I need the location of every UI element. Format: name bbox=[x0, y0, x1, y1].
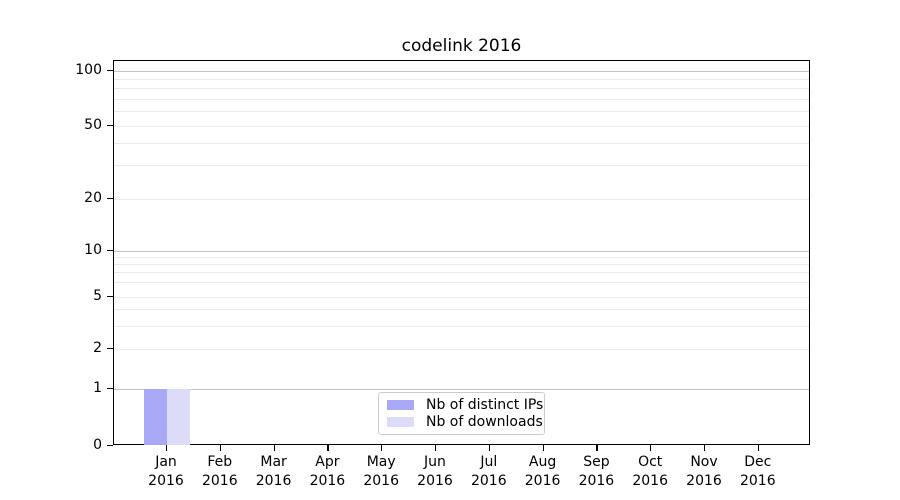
y-tick-label-10: 10 bbox=[84, 242, 102, 258]
x-tick-mark-jun bbox=[435, 445, 437, 451]
y-tick-mark-1 bbox=[107, 388, 113, 390]
y-tick-label-50: 50 bbox=[84, 117, 102, 133]
x-tick-mark-aug bbox=[542, 445, 544, 451]
gridline-minor-y-7 bbox=[114, 272, 809, 273]
y-tick-mark-100 bbox=[107, 70, 113, 72]
x-tick-label-dec: Dec 2016 bbox=[739, 454, 776, 489]
x-tick-label-jul: Jul 2016 bbox=[470, 454, 507, 489]
gridline-minor-y-4 bbox=[114, 309, 809, 310]
x-tick-label-oct: Oct 2016 bbox=[632, 454, 669, 489]
legend: Nb of distinct IPs Nb of downloads bbox=[378, 392, 545, 435]
y-tick-label-20: 20 bbox=[84, 190, 102, 206]
gridline-minor-y-60 bbox=[114, 111, 809, 112]
gridline-y-10 bbox=[114, 251, 809, 252]
gridline-minor-y-80 bbox=[114, 88, 809, 89]
x-tick-mark-oct bbox=[650, 445, 652, 451]
gridline-y-100 bbox=[114, 71, 809, 72]
y-tick-mark-20 bbox=[107, 198, 113, 200]
gridline-y-20 bbox=[114, 199, 809, 200]
y-tick-label-5: 5 bbox=[93, 288, 102, 304]
y-tick-mark-50 bbox=[107, 125, 113, 127]
y-tick-label-100: 100 bbox=[75, 62, 102, 78]
y-tick-label-1: 1 bbox=[93, 380, 102, 396]
x-tick-mark-apr bbox=[327, 445, 329, 451]
gridline-y-5 bbox=[114, 297, 809, 298]
plot-area bbox=[113, 60, 810, 445]
legend-label-downloads: Nb of downloads bbox=[426, 414, 543, 431]
gridline-y-2 bbox=[114, 349, 809, 350]
legend-swatch-downloads bbox=[387, 417, 414, 428]
y-tick-mark-0 bbox=[107, 445, 113, 447]
gridline-minor-y-70 bbox=[114, 99, 809, 100]
x-tick-mark-jan bbox=[166, 445, 168, 451]
x-tick-mark-jul bbox=[488, 445, 490, 451]
x-tick-mark-sep bbox=[596, 445, 598, 451]
x-tick-label-sep: Sep 2016 bbox=[578, 454, 615, 489]
y-tick-mark-5 bbox=[107, 296, 113, 298]
x-tick-mark-nov bbox=[704, 445, 706, 451]
legend-swatch-distinct-ips bbox=[387, 399, 414, 410]
x-tick-label-nov: Nov 2016 bbox=[686, 454, 722, 489]
x-tick-label-jun: Jun 2016 bbox=[417, 454, 453, 489]
bar-downloads-jan-2016 bbox=[167, 389, 190, 445]
y-tick-label-2: 2 bbox=[93, 340, 102, 356]
gridline-minor-y-9 bbox=[114, 257, 809, 258]
legend-item-distinct-ips: Nb of distinct IPs bbox=[387, 397, 543, 413]
x-tick-mark-feb bbox=[219, 445, 221, 451]
gridline-y-50 bbox=[114, 126, 809, 127]
gridline-minor-y-6 bbox=[114, 282, 809, 283]
y-tick-label-0: 0 bbox=[93, 437, 102, 453]
x-tick-label-mar: Mar 2016 bbox=[255, 454, 292, 489]
x-tick-label-may: May 2016 bbox=[363, 454, 400, 489]
gridline-minor-y-90 bbox=[114, 79, 809, 80]
legend-label-distinct-ips: Nb of distinct IPs bbox=[426, 396, 544, 413]
gridline-minor-y-8 bbox=[114, 264, 809, 265]
x-tick-label-feb: Feb 2016 bbox=[201, 454, 238, 489]
y-tick-mark-2 bbox=[107, 348, 113, 350]
gridline-minor-y-30 bbox=[114, 165, 809, 166]
gridline-y-1 bbox=[114, 389, 809, 390]
x-tick-mark-dec bbox=[757, 445, 759, 451]
bar-distinct-ips-jan-2016 bbox=[144, 389, 167, 445]
legend-item-downloads: Nb of downloads bbox=[387, 414, 543, 430]
chart-title: codelink 2016 bbox=[401, 36, 522, 56]
y-tick-mark-10 bbox=[107, 250, 113, 252]
x-tick-label-jan: Jan 2016 bbox=[148, 454, 184, 489]
x-tick-label-apr: Apr 2016 bbox=[309, 454, 346, 489]
gridline-minor-y-3 bbox=[114, 326, 809, 327]
gridline-minor-y-40 bbox=[114, 143, 809, 144]
x-tick-mark-mar bbox=[273, 445, 275, 451]
x-tick-mark-may bbox=[381, 445, 383, 451]
x-tick-label-aug: Aug 2016 bbox=[524, 454, 561, 489]
